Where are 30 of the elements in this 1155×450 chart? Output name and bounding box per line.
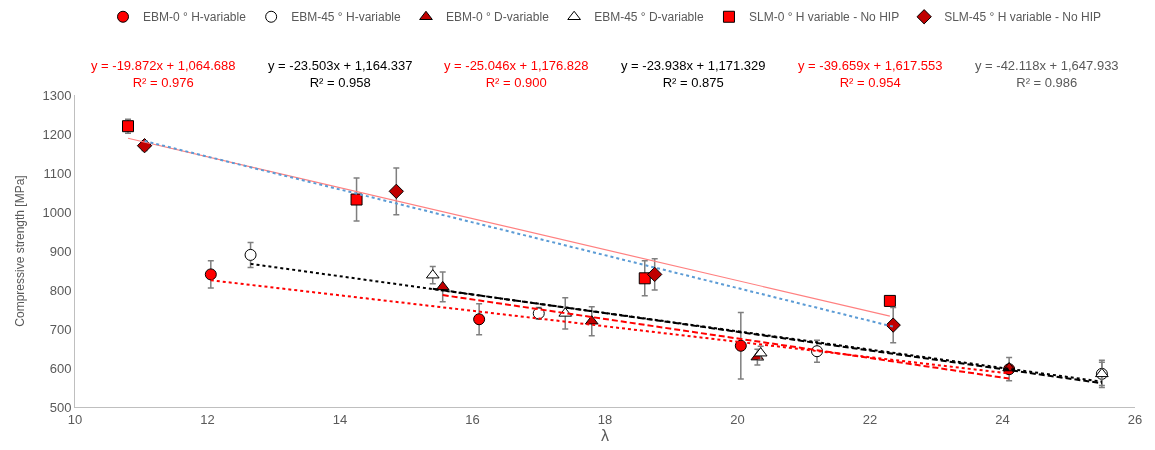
x-tick-label: 24 [995, 411, 1010, 427]
x-tick-label: 12 [200, 411, 215, 427]
legend-label: SLM-45 ° H variable - No HIP [944, 10, 1101, 25]
legend-label: EBM-0 ° H-variable [143, 10, 247, 25]
text: y = -23.503x + 1,164.337 R² = 0.958 [268, 58, 413, 90]
x-tick-label: 14 [332, 411, 348, 427]
y-axis-title: Compressive strength [MPa] [12, 175, 27, 327]
y-tick-label: 1100 [43, 165, 72, 181]
text: y = -25.046x + 1,176.828 R² = 0.900 [444, 58, 589, 90]
text: y = -39.659x + 1,617.553 R² = 0.954 [798, 58, 943, 90]
x-tick-label: 22 [862, 411, 878, 427]
legend-label: SLM-0 ° H variable - No HIP [748, 10, 900, 25]
y-tick-label: 700 [49, 321, 72, 337]
text: y = -19.872x + 1,064.688 R² = 0.976 [91, 58, 236, 90]
x-tick-label: 20 [730, 411, 745, 427]
x-axis-title: λ [601, 426, 609, 444]
y-tick-label: 900 [49, 243, 72, 259]
y-tick-label: 600 [49, 360, 72, 376]
text: y = -42.118x + 1,647.933 R² = 0.986 [975, 58, 1119, 90]
x-tick-label: 16 [465, 411, 480, 427]
y-tick-label: 1000 [42, 204, 72, 220]
y-tick-label: 1200 [42, 126, 72, 142]
legend-label: EBM-45 ° H-variable [291, 10, 401, 25]
legend-label: EBM-45 ° D-variable [594, 10, 704, 25]
y-tick-label: 800 [49, 282, 72, 298]
y-tick-label: 1300 [42, 87, 72, 103]
legend-label: EBM-0 ° D-variable [445, 10, 550, 25]
x-tick-label: 26 [1127, 411, 1143, 427]
x-tick-label: 18 [597, 411, 613, 427]
text: y = -23.938x + 1,171.329 R² = 0.875 [621, 58, 766, 90]
